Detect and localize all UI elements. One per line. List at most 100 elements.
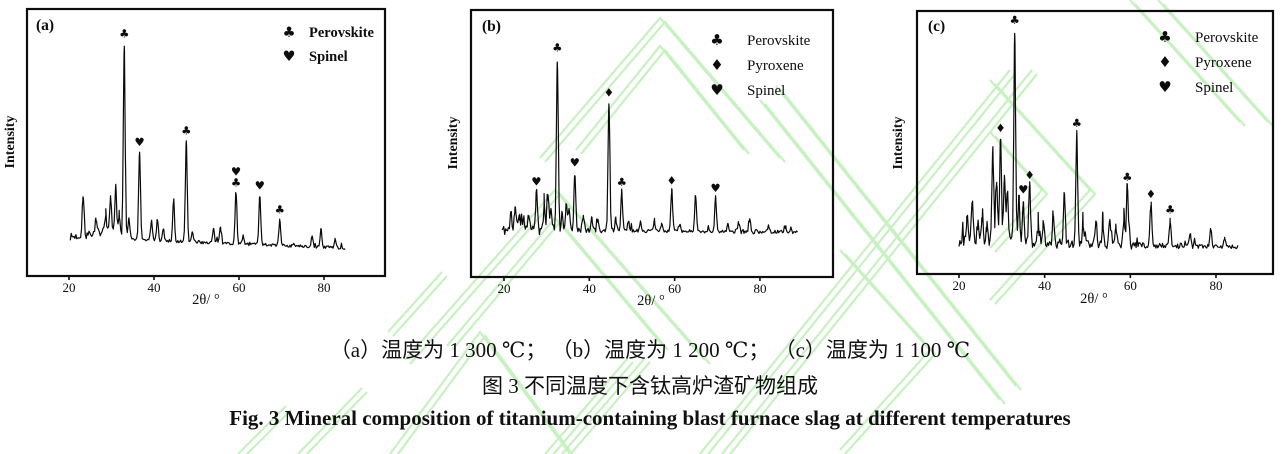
x-tick-label: 40 xyxy=(583,281,596,296)
panel-b: (b) 20 40 60 80 2θ/ ° Intensity ♣ Perovskite ♦ Pyr… xyxy=(430,0,859,330)
legend-label: Spinel xyxy=(309,49,348,65)
watermark-line xyxy=(245,409,292,454)
axis-label-x: 2θ/ ° xyxy=(192,292,220,308)
watermark-line xyxy=(775,85,1017,387)
legend-label: Pyroxene xyxy=(747,58,804,74)
watermark-line xyxy=(544,20,786,163)
legend-label: Perovskite xyxy=(1195,30,1259,46)
caption-english-title: Fig. 3 Mineral composition of titanium-c… xyxy=(229,406,1071,430)
peak-marker-heart-icon: ♥ xyxy=(255,178,265,192)
peak-marker-club-icon: ♣ xyxy=(119,27,129,41)
x-tick-label: 40 xyxy=(148,280,161,295)
watermark-line xyxy=(569,361,651,454)
legend-label: Perovskite xyxy=(309,25,375,41)
x-tick-label: 60 xyxy=(668,281,681,296)
peak-marker-heart-icon: ♥ xyxy=(1018,183,1028,197)
x-tick-label: 60 xyxy=(1124,278,1137,293)
watermark-line xyxy=(721,69,1033,454)
x-tick-label: 80 xyxy=(1209,278,1222,293)
xrd-plot-b: (b) 20 40 60 80 2θ/ ° Intensity ♣ Perovskite ♦ Pyr… xyxy=(446,8,835,309)
legend-club-icon: ♣ xyxy=(1158,28,1171,46)
watermark-line xyxy=(844,253,937,454)
peak-marker-diamond-icon: ♦ xyxy=(995,121,1005,135)
peak-marker-diamond-icon: ♦ xyxy=(1025,168,1035,182)
peak-marker-heart-icon: ♥ xyxy=(134,135,144,149)
xrd-plot-c: (c) 20 40 60 80 2θ/ ° Intensity ♣ Perovskite ♦ Pyr… xyxy=(891,9,1275,307)
legend-club-icon: ♣ xyxy=(710,31,723,49)
watermark-line xyxy=(409,192,711,365)
watermark-line xyxy=(759,99,1001,401)
watermark-line xyxy=(404,188,706,361)
watermark-line xyxy=(392,275,448,337)
watermark-line xyxy=(699,69,1011,454)
watermark-line xyxy=(544,357,629,454)
peak-marker-club-icon: ♣ xyxy=(1072,116,1082,130)
panel-label: (c) xyxy=(928,18,945,35)
watermark-line xyxy=(297,387,363,454)
watermark-line xyxy=(780,89,1022,391)
legend-label: Pyroxene xyxy=(1195,55,1252,71)
caption-chinese-title: 图 3 不同温度下含钛高炉渣矿物组成 xyxy=(482,374,818,398)
watermark-line xyxy=(396,334,574,454)
legend-diamond-icon: ♦ xyxy=(710,56,723,74)
watermark-line xyxy=(764,103,1006,405)
watermark-line xyxy=(387,271,443,333)
peak-marker-heart-icon: ♥ xyxy=(231,164,241,178)
axis-label-x: 2θ/ ° xyxy=(637,293,665,309)
x-tick-label: 80 xyxy=(318,280,331,295)
legend-diamond-icon: ♦ xyxy=(1158,53,1171,71)
peak-marker-club-icon: ♣ xyxy=(617,175,627,189)
peak-marker-club-icon: ♣ xyxy=(181,123,191,137)
peak-marker-club-icon: ♣ xyxy=(275,202,285,216)
peak-marker-diamond-icon: ♦ xyxy=(604,85,614,99)
panel-a: (a) 20 40 60 80 2θ/ ° Intensity ♣ Perovskite ♥ Spi… xyxy=(0,0,429,330)
axis-label-y: Intensity xyxy=(891,117,906,170)
xrd-curve xyxy=(958,32,1239,250)
plot-frame xyxy=(915,9,1275,276)
x-tick-label: 20 xyxy=(953,278,966,293)
peak-marker-diamond-icon: ♦ xyxy=(1146,187,1156,201)
x-tick-label: 20 xyxy=(63,280,76,295)
legend-heart-icon: ♥ xyxy=(283,49,296,65)
xrd-curve xyxy=(69,45,346,250)
watermark-line xyxy=(706,73,1016,454)
legend-club-icon: ♣ xyxy=(283,25,296,41)
watermark-line xyxy=(389,330,571,454)
peak-marker-heart-icon: ♥ xyxy=(710,181,720,195)
peak-marker-diamond-icon: ♦ xyxy=(666,174,676,188)
watermark-line xyxy=(305,391,368,454)
panel-label: (a) xyxy=(36,17,54,34)
peak-marker-club-icon: ♣ xyxy=(1122,170,1132,184)
legend-label: Spinel xyxy=(747,83,785,99)
peak-marker-club-icon: ♣ xyxy=(1165,202,1175,216)
x-tick-label: 60 xyxy=(233,280,246,295)
x-tick-label: 40 xyxy=(1038,278,1051,293)
axis-label-y: Intensity xyxy=(446,117,461,170)
x-tick-label: 80 xyxy=(753,281,766,296)
watermark-line xyxy=(1162,3,1274,127)
xrd-plot-a: (a) 20 40 60 80 2θ/ ° Intensity ♣ Perovskite ♥ Spi… xyxy=(3,7,387,308)
peak-marker-club-icon: ♣ xyxy=(552,40,562,54)
panel-label: (b) xyxy=(482,18,501,35)
x-tick-label: 20 xyxy=(498,281,511,296)
watermark-line xyxy=(994,83,1097,305)
watermark-line xyxy=(1134,3,1246,127)
caption-subpanel-temperatures: （a）温度为 1 300 ℃； （b）温度为 1 200 ℃； （c）温度为 1… xyxy=(329,338,971,362)
watermark-line xyxy=(561,357,646,454)
peak-marker-heart-icon: ♥ xyxy=(531,174,541,188)
peak-marker-club-icon: ♣ xyxy=(231,175,241,189)
watermark-line xyxy=(539,16,781,159)
legend-heart-icon: ♥ xyxy=(710,81,723,99)
plot-frame xyxy=(469,8,835,279)
plot-frame xyxy=(25,7,387,278)
xrd-curve xyxy=(501,61,798,236)
watermark-line xyxy=(237,405,287,454)
legend-label: Spinel xyxy=(1195,80,1233,96)
peak-marker-heart-icon: ♥ xyxy=(570,156,580,170)
axis-label-x: 2θ/ ° xyxy=(1080,291,1108,307)
peak-marker-club-icon: ♣ xyxy=(1010,13,1020,27)
legend-label: Perovskite xyxy=(747,33,811,49)
panel-c: (c) 20 40 60 80 2θ/ ° Intensity ♣ Perovskite ♦ Pyr… xyxy=(858,0,1287,330)
